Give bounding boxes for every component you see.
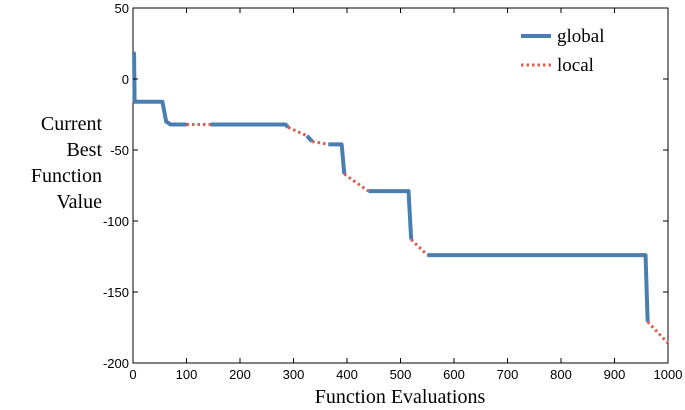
series-global-line	[328, 142, 347, 175]
legend-label-global: global	[557, 26, 605, 47]
y-axis-label: Current Best Function Value	[31, 113, 103, 213]
x-tick-label: 1000	[654, 367, 683, 382]
y-tick-label: 0	[122, 72, 129, 87]
x-tick-label: 200	[229, 367, 251, 382]
x-tick-label: 300	[283, 367, 305, 382]
y-axis-label-line: Function	[31, 165, 102, 187]
x-tick-label: 400	[336, 367, 358, 382]
plot-area	[132, 7, 669, 364]
y-axis-ticks: 50 0 -50 -100 -150 -200	[103, 1, 668, 371]
x-tick-label: 700	[497, 367, 519, 382]
x-tick-label: 0	[129, 367, 136, 382]
y-tick-label: -150	[103, 285, 129, 300]
series-global-line	[305, 134, 314, 143]
x-tick-label: 600	[443, 367, 465, 382]
series-global-line	[427, 253, 650, 322]
y-tick-label: -200	[103, 356, 129, 371]
x-axis-ticks: 0 100 200 300 400 500 600 700 800 900 1000	[129, 8, 682, 382]
y-tick-label: 50	[115, 1, 129, 16]
x-tick-label: 100	[176, 367, 198, 382]
y-axis-label-line: Best	[66, 139, 102, 161]
y-axis-label-line: Current	[41, 113, 103, 135]
legend: global local	[521, 26, 605, 76]
series-global-line	[368, 189, 414, 240]
series-local-line	[410, 238, 429, 257]
legend-label-local: local	[557, 55, 594, 76]
y-tick-label: -50	[110, 143, 129, 158]
x-tick-label: 900	[604, 367, 626, 382]
series-local-line	[287, 125, 308, 138]
y-axis-label-line: Value	[56, 191, 102, 213]
x-tick-label: 500	[390, 367, 412, 382]
x-axis-label: Function Evaluations	[315, 386, 486, 408]
x-tick-label: 800	[550, 367, 572, 382]
y-tick-label: -100	[103, 214, 129, 229]
series-global-line	[132, 51, 187, 127]
series-lines	[132, 51, 670, 345]
series-global-line	[210, 122, 290, 129]
